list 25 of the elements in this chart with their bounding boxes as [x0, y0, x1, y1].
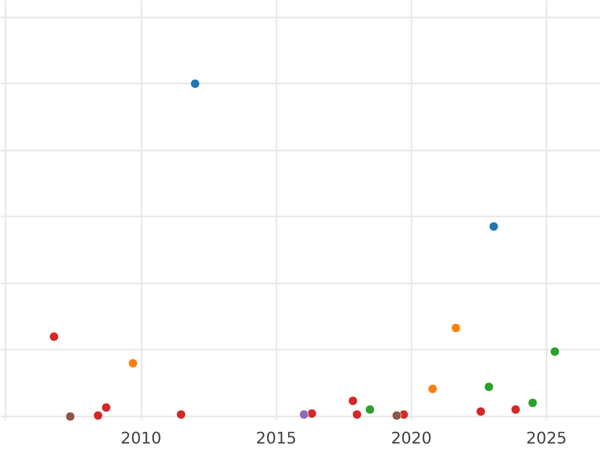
x-tick-label: 2010: [120, 428, 162, 448]
point: [93, 410, 103, 420]
point: [392, 410, 402, 420]
point: [49, 332, 59, 342]
point: [176, 410, 186, 420]
point: [352, 410, 362, 420]
point: [484, 382, 494, 392]
point: [65, 412, 75, 420]
point: [550, 346, 560, 356]
point: [510, 404, 520, 414]
point: [101, 402, 111, 412]
point: [348, 396, 358, 406]
x-tick-label: 2020: [390, 428, 432, 448]
point: [476, 406, 486, 416]
point: [528, 398, 538, 408]
point: [451, 323, 461, 333]
x-tick-label: 2015: [256, 428, 297, 448]
point: [190, 78, 200, 88]
point: [307, 408, 317, 418]
point: [365, 404, 375, 414]
point: [128, 358, 138, 368]
point: [488, 222, 498, 232]
point: [299, 410, 309, 420]
point: [428, 384, 438, 394]
x-tick-label: 2025: [526, 428, 567, 448]
